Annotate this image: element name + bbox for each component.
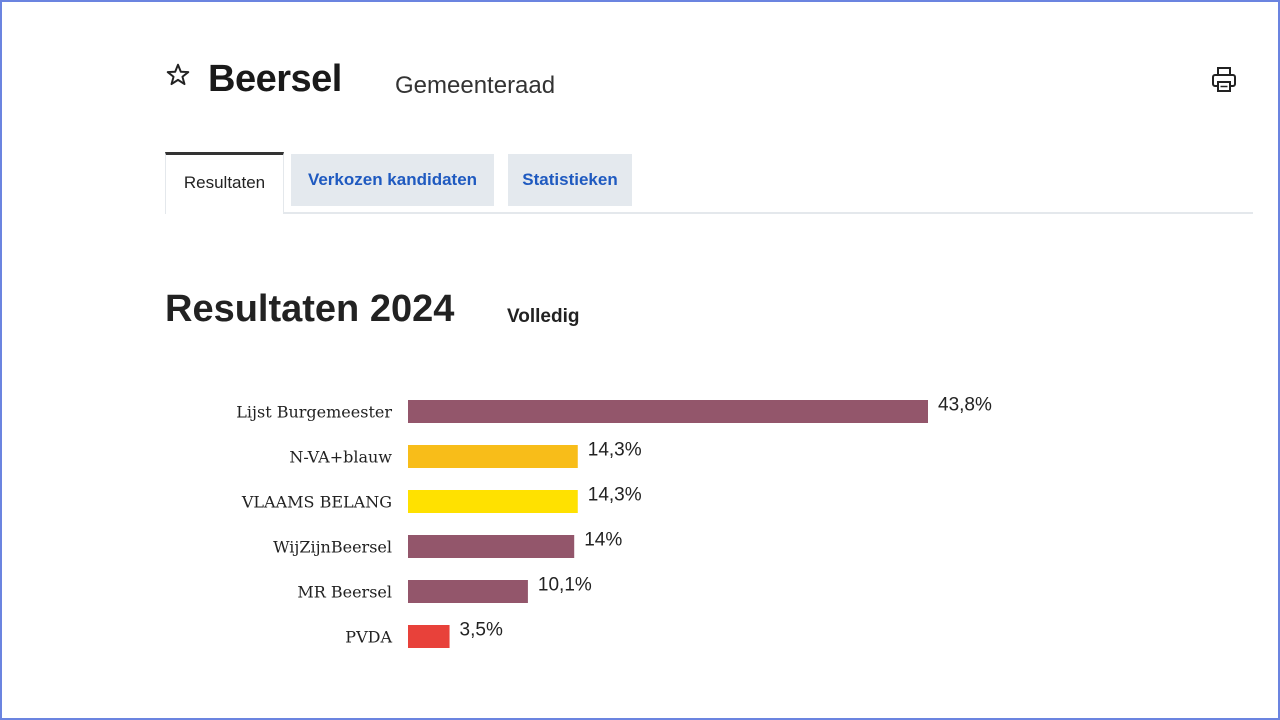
tab-resultaten[interactable]: Resultaten [165, 152, 284, 214]
page-title: Beersel [208, 58, 342, 100]
result-bar [408, 580, 528, 603]
printer-icon[interactable] [1211, 66, 1237, 94]
party-label: Lijst Burgemeester [236, 403, 392, 422]
tab-bar: Resultaten Verkozen kandidaten Statistie… [165, 152, 1253, 214]
party-label: WijZijnBeersel [273, 538, 392, 557]
tab-verkozen-kandidaten[interactable]: Verkozen kandidaten [291, 154, 494, 206]
results-bar-chart: Lijst Burgemeester 43,8% N-VA+blauw 14,3% VL… [236, 395, 992, 648]
result-bar [408, 400, 928, 423]
value-label: 3,5% [460, 620, 503, 641]
section-title: Resultaten 2024 [165, 288, 455, 330]
result-bar [408, 535, 575, 558]
value-label: 10,1% [538, 575, 592, 596]
result-bar [408, 445, 578, 468]
status-badge: Volledig [507, 306, 580, 327]
party-label: N-VA+blauw [289, 448, 392, 467]
value-label: 43,8% [938, 395, 992, 416]
page-subtitle: Gemeenteraad [395, 72, 556, 99]
party-label: MR Beersel [297, 583, 392, 602]
star-outline-icon[interactable] [165, 62, 191, 88]
page-header: Beersel Gemeenteraad [165, 58, 1245, 108]
value-label: 14,3% [588, 440, 642, 461]
value-label: 14,3% [588, 485, 642, 506]
party-label: VLAAMS BELANG [241, 493, 392, 512]
party-label: PVDA [345, 628, 392, 647]
tab-statistieken[interactable]: Statistieken [508, 154, 632, 206]
value-label: 14% [584, 530, 622, 551]
result-bar [408, 490, 578, 513]
result-bar [408, 625, 450, 648]
